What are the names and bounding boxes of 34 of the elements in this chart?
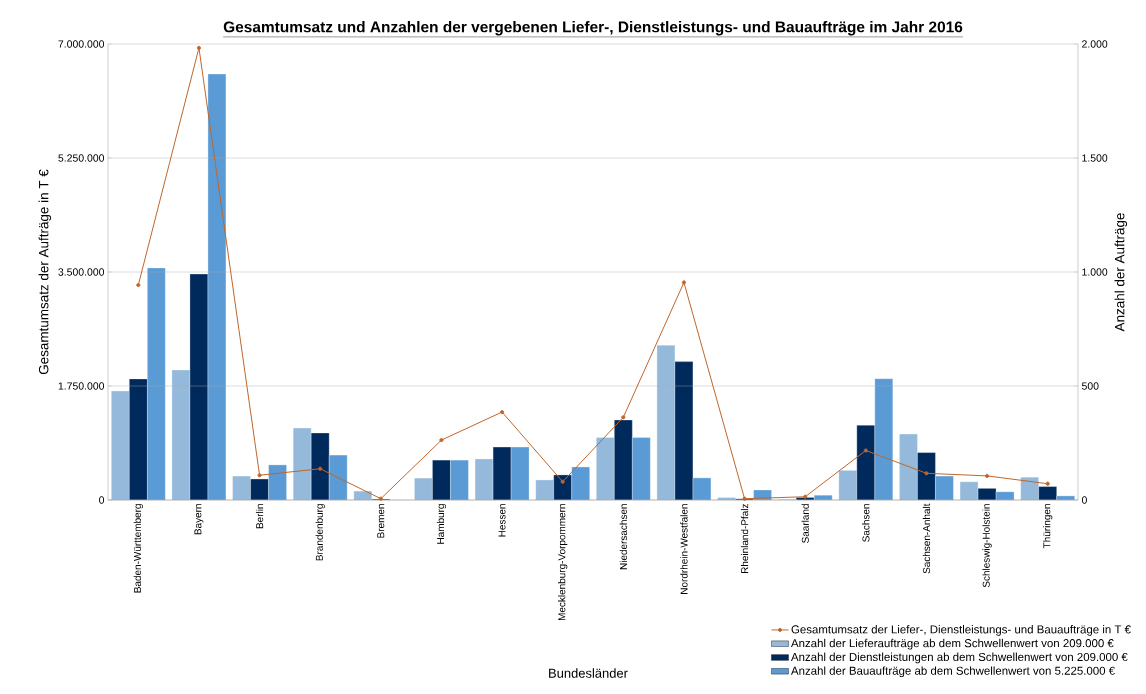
- x-tick-label: Bremen: [377, 504, 385, 538]
- x-tick-label: Sachsen: [862, 504, 870, 542]
- legend-label: Anzahl der Dienstleistungen ab dem Schwellenwert von 209.000 €: [790, 652, 1128, 664]
- x-tick-label: Hamburg: [436, 504, 447, 544]
- x-tick-label: Brandenburg: [315, 504, 325, 561]
- y-tick-label: 3.500.000: [58, 268, 105, 276]
- y-tick-label: 5.250.000: [58, 154, 105, 162]
- y2-tick-label: 500: [1081, 382, 1099, 390]
- x-tick-label: Rheinland-Pfalz: [740, 504, 749, 574]
- legend-label: Gesamtumsatz der Liefer-, Dienstleistungs- und Bauaufträge in T €: [791, 625, 1131, 636]
- x-tick-label: Niedersachsen: [619, 504, 627, 570]
- x-tick-label: Hessen: [498, 504, 506, 537]
- x-tick-label: Baden-Württemberg: [133, 504, 143, 593]
- x-tick-label: Berlin: [255, 504, 264, 529]
- legend-label: Anzahl der Bauaufträge ab dem Schwellenwert von 5.225.000 €: [790, 666, 1115, 678]
- x-tick-label: Mecklenburg-Vorpommern: [558, 504, 568, 621]
- y-axis-title: Gesamtumsatz der Aufträge in T €: [38, 169, 52, 375]
- chart-title: Gesamtumsatz und Anzahlen der vergebenen Liefer-, Dienstleistungs- und Bauaufträge im Jahr 2016: [223, 21, 963, 36]
- y2-tick-label: 1.000: [1082, 268, 1108, 276]
- x-tick-label: Nordrhein-Westfalen: [680, 504, 688, 594]
- y-tick-label: 0: [99, 496, 105, 504]
- y2-tick-label: 0: [1081, 496, 1087, 504]
- x-tick-label: Bayern: [194, 504, 204, 535]
- x-tick-label: Thüringen: [1043, 504, 1053, 549]
- legend-label: Anzahl der Lieferaufträge ab dem Schwellenwert von 209.000 €: [790, 638, 1114, 650]
- y2-axis-title: Anzahl der Aufträge: [1114, 213, 1128, 332]
- x-tick-label: Sachsen-Anhalt: [922, 503, 931, 574]
- x-tick-label: Saarland: [801, 504, 809, 543]
- text: Bundesländer: [549, 668, 628, 678]
- y-tick-label: 1.750.000: [58, 382, 105, 390]
- y-tick-label: 7.000.000: [58, 40, 105, 48]
- y2-tick-label: 1.500: [1082, 154, 1108, 162]
- x-tick-label: Schleswig-Holstein: [982, 504, 992, 588]
- y2-tick-label: 2.000: [1082, 40, 1108, 48]
